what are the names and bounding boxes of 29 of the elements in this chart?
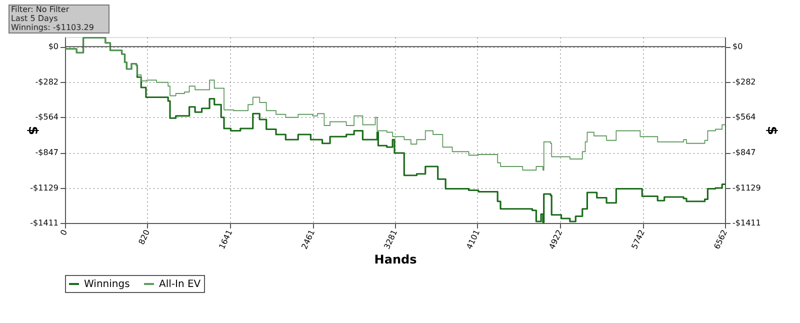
text: Filter: No Filter [11, 5, 70, 14]
x-tick-label: 1641 [217, 228, 234, 251]
y2-tick-label: -$847 [732, 148, 756, 157]
x-tick-label: 3281 [382, 228, 400, 251]
x-tick-label: 820 [136, 228, 152, 246]
text: Winnings: -$1103.29 [11, 23, 94, 32]
x-tick-label: 0 [58, 228, 70, 237]
y-tick-label: -$1129 [30, 183, 58, 192]
y-tick-label: $0 [48, 42, 58, 52]
y-tick-label: -$564 [35, 112, 58, 122]
y-axis-title: $ [25, 126, 40, 136]
y-tick-label: -$282 [35, 77, 58, 86]
x-axis-title: Hands [374, 252, 417, 267]
x-tick-label: 4101 [464, 228, 482, 251]
y2-tick-label: -$1129 [732, 183, 761, 192]
legend-label: Winnings [84, 279, 130, 290]
y2-tick-label: -$282 [732, 77, 756, 86]
y2-tick-label: $0 [732, 42, 743, 52]
x-tick-label: 2461 [300, 228, 317, 251]
y-tick-label: -$847 [35, 148, 58, 157]
x-tick-label: 4922 [547, 228, 564, 251]
y2-tick-label: -$564 [732, 112, 756, 122]
text: Last 5 Days [11, 14, 58, 23]
y2-axis-title: $ [764, 126, 779, 136]
x-tick-label: 6562 [712, 228, 730, 251]
x-tick-label: 5742 [630, 228, 647, 251]
legend-label: All-In EV [159, 279, 201, 290]
y2-tick-label: -$1411 [732, 218, 761, 228]
y-tick-label: -$1411 [30, 218, 58, 228]
